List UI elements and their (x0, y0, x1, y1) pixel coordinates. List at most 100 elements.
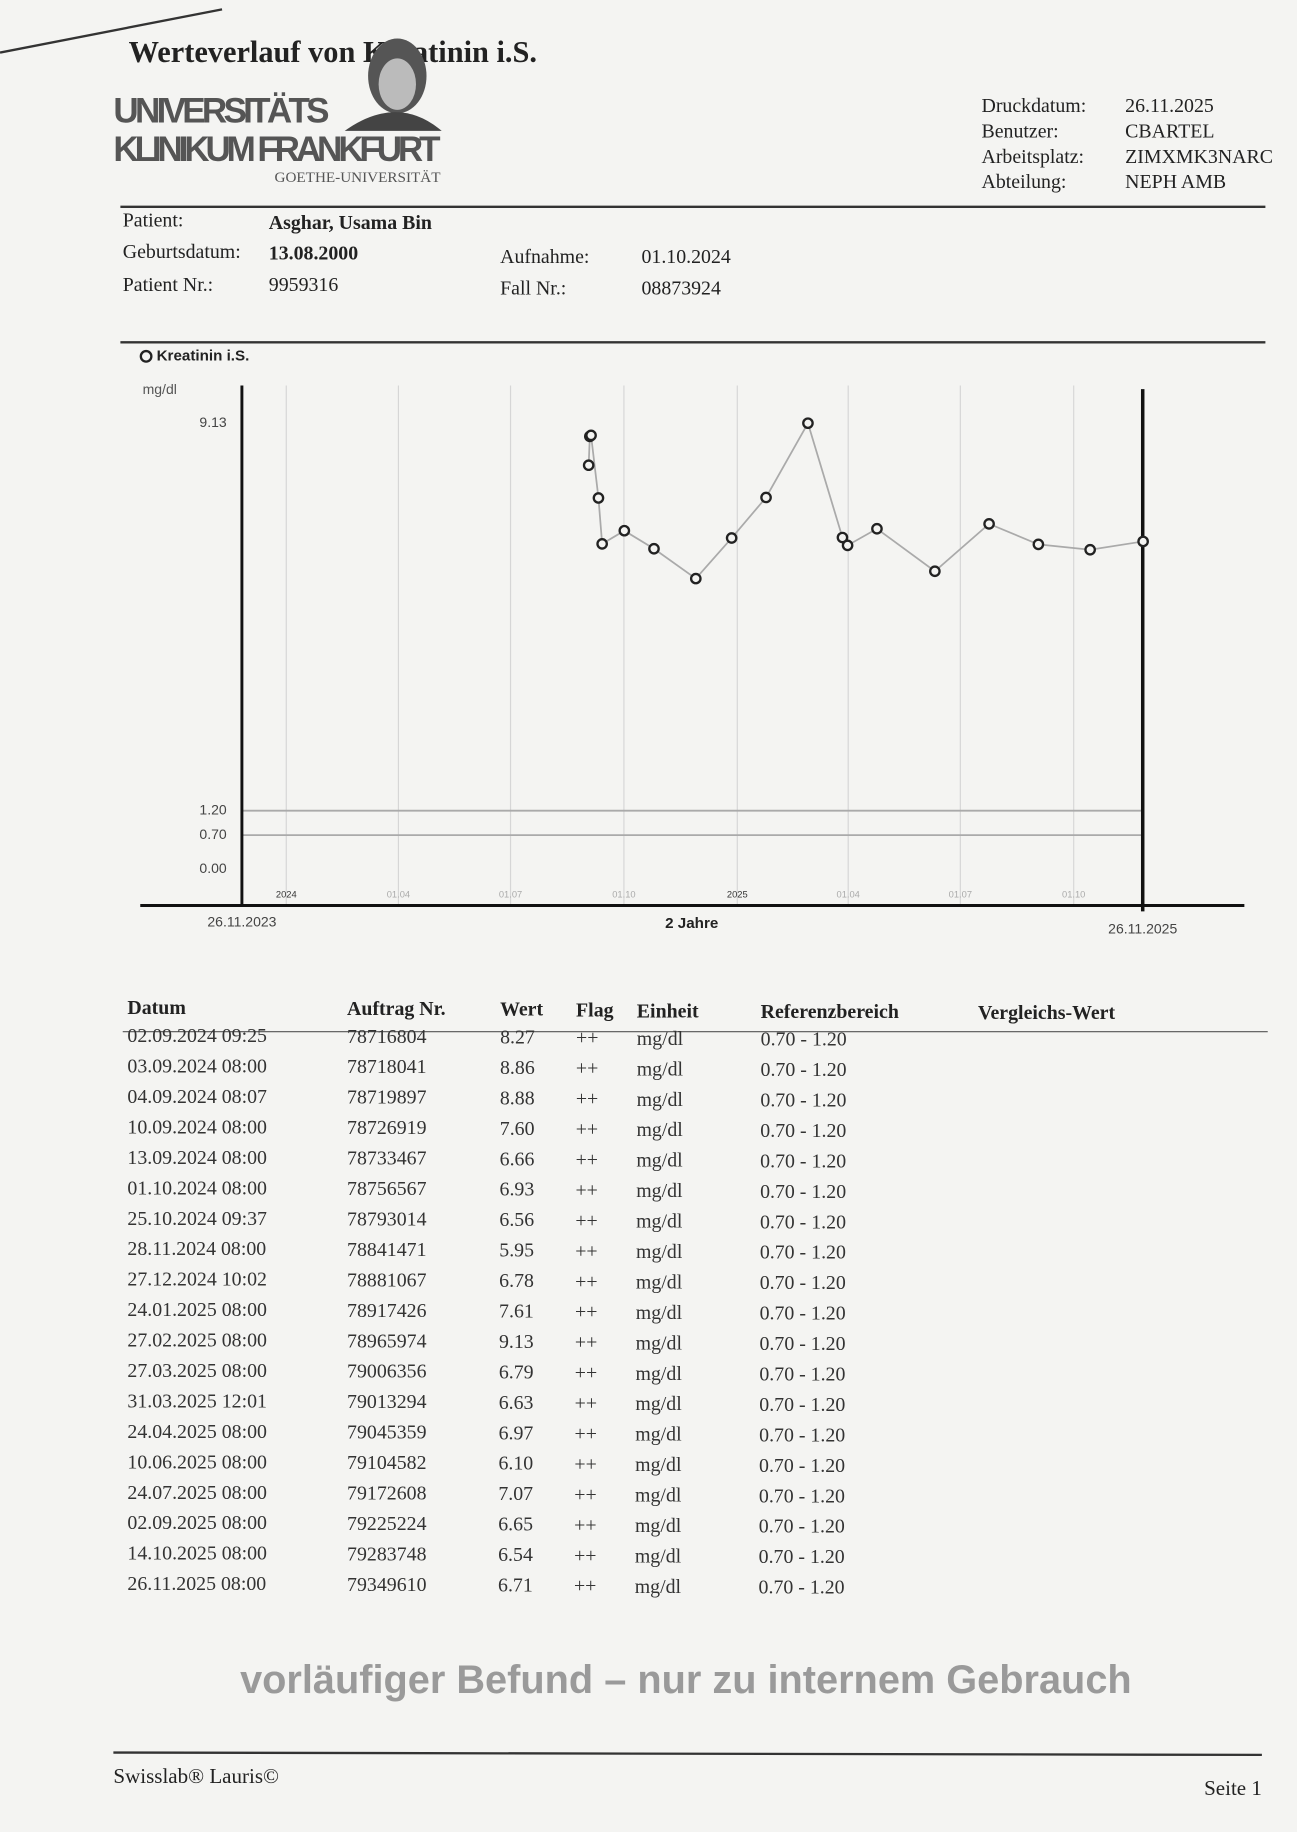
table-cell: 78841471 (347, 1239, 426, 1261)
y-tick-label: 0.70 (199, 826, 226, 842)
table-cell: ++ (575, 1301, 597, 1323)
rule (113, 1751, 1262, 1757)
meta-value: CBARTEL (1125, 120, 1214, 142)
table-cell: 0.70 - 1.20 (760, 1242, 846, 1264)
table-cell: 6.79 (499, 1361, 534, 1383)
x-tick-label: 01.10 (612, 889, 635, 899)
column-header: Einheit (637, 1000, 699, 1022)
column-header: Vergleichs-Wert (978, 1002, 1116, 1024)
patient-value: 01.10.2024 (641, 246, 730, 268)
table-cell: mg/dl (636, 1211, 683, 1233)
table-cell: ++ (576, 1058, 598, 1080)
column-header: Wert (500, 999, 543, 1021)
table-cell: 78965974 (347, 1330, 427, 1352)
table-cell: 27.12.2024 10:02 (127, 1269, 267, 1291)
data-point (841, 539, 854, 552)
table-cell: 0.70 - 1.20 (760, 1272, 846, 1294)
table-cell: 27.03.2025 08:00 (127, 1360, 267, 1382)
data-point (596, 538, 608, 550)
table-cell: ++ (575, 1271, 597, 1293)
table-cell: ++ (576, 1119, 598, 1141)
table-cell: mg/dl (635, 1485, 682, 1507)
data-point (618, 524, 631, 537)
table-cell: 6.56 (499, 1209, 534, 1231)
table-cell: 0.70 - 1.20 (759, 1455, 845, 1477)
table-cell: 24.01.2025 08:00 (127, 1299, 267, 1321)
meta-value: 26.11.2025 (1125, 95, 1214, 117)
table-cell: 5.95 (499, 1240, 534, 1262)
table-cell: 8.86 (500, 1057, 535, 1079)
patient-label: Aufnahme: (500, 246, 589, 268)
x-tick-label: 01.04 (837, 889, 860, 899)
table-cell: 0.70 - 1.20 (760, 1211, 846, 1233)
x-axis-label: 2 Jahre (665, 915, 718, 932)
table-cell: 7.61 (499, 1301, 534, 1323)
table-cell: 6.54 (498, 1544, 533, 1566)
table-cell: 6.65 (498, 1514, 533, 1536)
table-cell: 28.11.2024 08:00 (127, 1238, 266, 1260)
y-axis-label: mg/dl (143, 381, 177, 397)
fold-shadow (0, 8, 223, 54)
doc-title: Werteverlauf von Kreatinin i.S. (129, 35, 537, 69)
table-cell: mg/dl (636, 1302, 683, 1324)
x-tick-label: 01.07 (499, 889, 522, 899)
table-cell: ++ (575, 1179, 597, 1201)
table-cell: 79349610 (347, 1574, 427, 1596)
table-cell: 8.88 (500, 1087, 535, 1109)
logo-line: UNIVERSITÄTS (113, 92, 329, 131)
x-tick-label: 01.04 (387, 889, 410, 899)
data-point (1084, 543, 1096, 556)
table-cell: 6.10 (498, 1453, 533, 1475)
table-cell: 7.07 (498, 1483, 533, 1505)
data-point (725, 532, 738, 544)
x-end-label: 26.11.2025 (1108, 921, 1177, 937)
table-cell: mg/dl (635, 1576, 682, 1598)
table-cell: 13.09.2024 08:00 (127, 1147, 267, 1169)
table-cell: 78881067 (347, 1269, 427, 1291)
table-cell: ++ (574, 1545, 596, 1567)
table-cell: 0.70 - 1.20 (759, 1546, 845, 1568)
table-cell: ++ (574, 1514, 596, 1536)
x-tick-label: 2024 (276, 889, 297, 899)
table-cell: 14.10.2025 08:00 (127, 1543, 267, 1565)
meta-label: Druckdatum: (981, 95, 1086, 117)
table-cell: ++ (574, 1575, 596, 1597)
table-cell: 79006356 (347, 1361, 427, 1383)
data-point (648, 542, 660, 555)
patient-value: 08873924 (641, 277, 721, 299)
watermark: vorläufiger Befund – nur zu internem Geb… (240, 1658, 1132, 1702)
table-cell: 25.10.2024 09:37 (127, 1208, 267, 1230)
table-cell: ++ (575, 1240, 597, 1262)
table-cell: 0.70 - 1.20 (759, 1516, 845, 1538)
logo-portrait (344, 38, 442, 131)
patient-value: Asghar, Usama Bin (269, 212, 432, 234)
table-cell: mg/dl (636, 1332, 683, 1354)
table-cell: 9.13 (499, 1331, 534, 1353)
footer-software: Swisslab® Lauris© (113, 1764, 279, 1788)
y-tick-label: 1.20 (199, 801, 226, 817)
patient-label: Geburtsdatum: (123, 241, 241, 263)
table-cell: ++ (576, 1088, 598, 1110)
meta-label: Abteilung: (981, 171, 1066, 193)
data-point (929, 565, 941, 578)
table-cell: 6.78 (499, 1270, 534, 1292)
table-cell: 24.04.2025 08:00 (127, 1421, 267, 1443)
table-cell: 79045359 (347, 1422, 427, 1444)
table-cell: ++ (575, 1332, 597, 1354)
table-cell: 78793014 (347, 1208, 427, 1230)
data-point (585, 429, 597, 442)
column-header: Referenzbereich (761, 1001, 899, 1023)
table-cell: mg/dl (636, 1119, 683, 1141)
table-cell: 0.70 - 1.20 (759, 1485, 845, 1507)
table-cell: mg/dl (637, 1089, 684, 1111)
table-cell: 78756567 (347, 1178, 427, 1200)
table-cell: 79283748 (347, 1543, 427, 1565)
table-cell: ++ (574, 1484, 596, 1506)
data-point (592, 492, 605, 504)
table-cell: 0.70 - 1.20 (760, 1089, 846, 1111)
legend-marker (139, 349, 153, 363)
table-cell: 6.97 (499, 1422, 534, 1444)
data-point (836, 531, 849, 544)
